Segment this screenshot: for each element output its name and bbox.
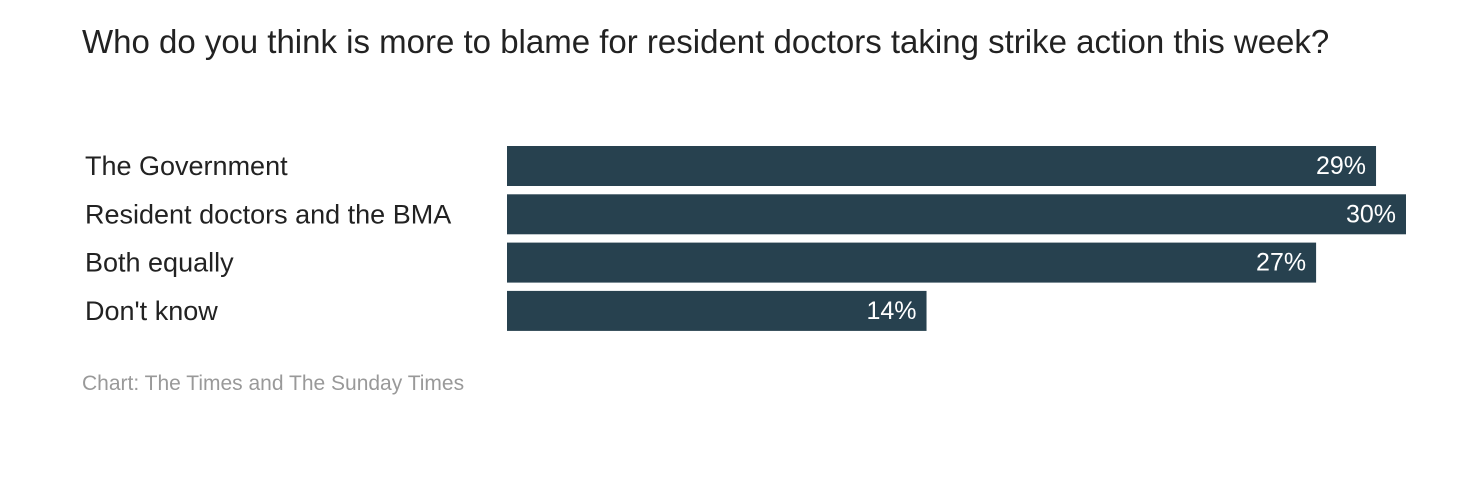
- value-label: 30%: [1346, 200, 1396, 228]
- chart-title: Who do you think is more to blame for re…: [82, 23, 1330, 60]
- bar: [507, 194, 1406, 235]
- bar: [507, 242, 1317, 283]
- value-label: 27%: [1256, 249, 1306, 277]
- category-label: Don't know: [85, 296, 218, 326]
- bars-layer: The Government 29% Resident doctors and th…: [85, 146, 1406, 331]
- chart-source: Chart: The Times and The Sunday Times: [82, 372, 465, 395]
- bar: [507, 146, 1377, 186]
- category-label: Both equally: [85, 248, 234, 278]
- category-label: The Government: [85, 151, 288, 181]
- value-label: 29%: [1316, 152, 1366, 180]
- value-label: 14%: [866, 297, 916, 325]
- category-label: Resident doctors and the BMA: [85, 199, 451, 229]
- bar: [507, 290, 927, 331]
